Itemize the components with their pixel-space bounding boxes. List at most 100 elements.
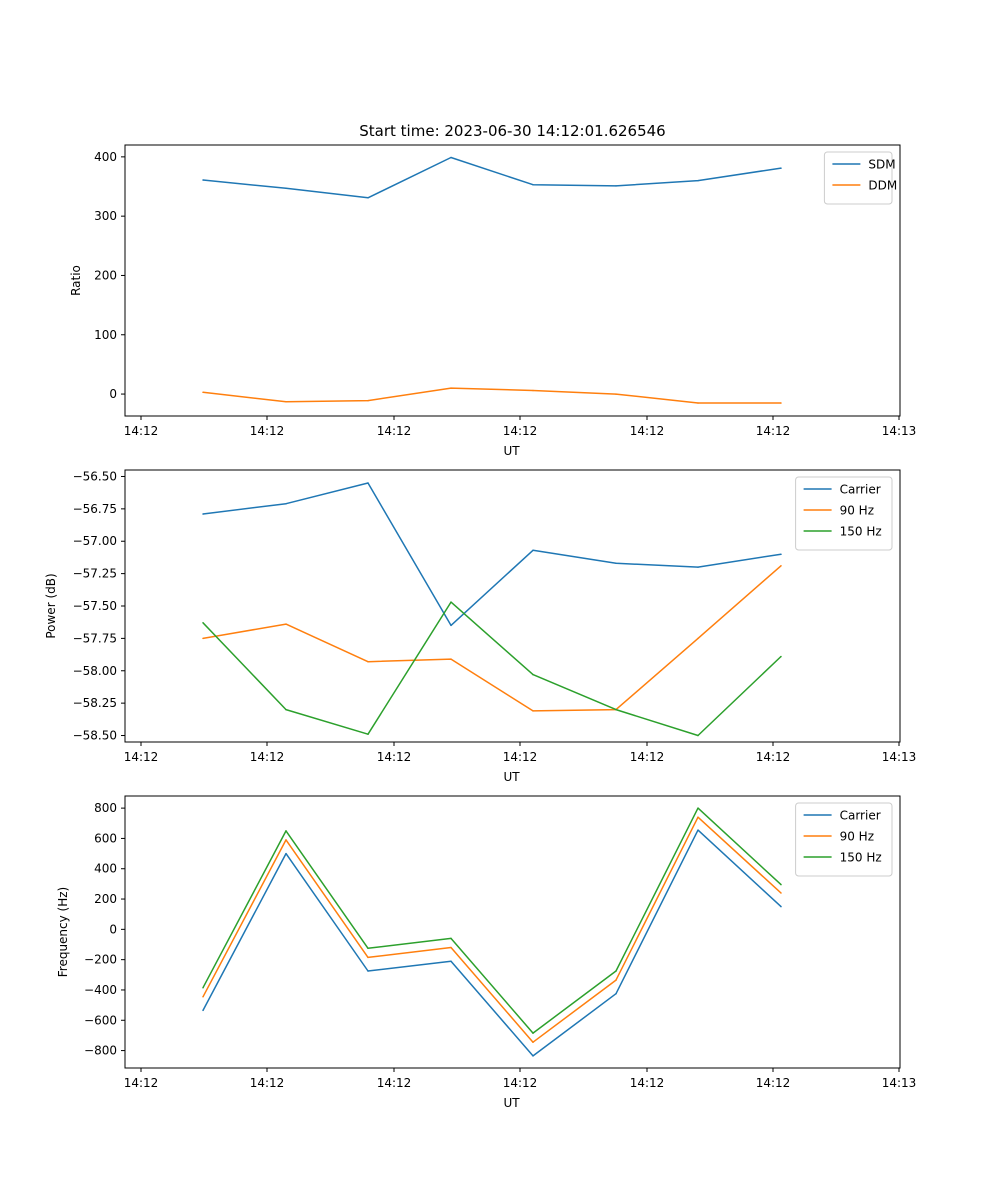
y-axis-label: Power (dB) <box>44 573 58 638</box>
series-line <box>202 816 782 1043</box>
series-carrier <box>202 482 782 627</box>
data-point <box>367 197 369 199</box>
series-90-hz <box>202 565 782 712</box>
legend-label: Carrier <box>840 483 881 497</box>
x-tick-label: 14:12 <box>756 1076 791 1090</box>
data-point <box>780 905 782 908</box>
x-tick-label: 14:13 <box>882 750 917 764</box>
x-tick-label: 14:12 <box>124 1076 159 1090</box>
series-line <box>202 601 782 737</box>
data-point <box>697 402 699 404</box>
data-point <box>450 624 452 627</box>
data-point <box>780 655 782 658</box>
y-tick-label: −600 <box>84 1013 117 1027</box>
axes-frame <box>124 469 901 743</box>
data-point <box>780 883 782 886</box>
data-point <box>285 852 287 855</box>
y-axis-label: Ratio <box>69 265 83 296</box>
y-tick-label: −57.00 <box>73 534 117 548</box>
axes-frame <box>124 795 901 1069</box>
legend-label: Carrier <box>840 809 881 823</box>
data-point <box>697 637 699 640</box>
series-ddm <box>202 387 782 404</box>
x-tick-label: 14:13 <box>882 424 917 438</box>
data-point <box>532 710 534 712</box>
data-point <box>285 839 287 841</box>
data-point <box>532 673 534 676</box>
x-tick-label: 14:12 <box>756 750 791 764</box>
y-tick-label: 300 <box>94 209 117 223</box>
data-point <box>450 156 452 159</box>
data-point <box>285 830 287 832</box>
data-point <box>532 1041 534 1043</box>
data-point <box>450 960 452 962</box>
x-axis-label: UT <box>503 444 520 458</box>
data-point <box>697 566 699 568</box>
legend-label: 150 Hz <box>840 851 882 865</box>
y-tick-label: 200 <box>94 892 117 906</box>
data-point <box>202 1009 204 1012</box>
data-point <box>367 399 369 402</box>
legend: SDM DDM <box>823 151 897 205</box>
x-tick-label: 14:12 <box>124 424 159 438</box>
data-point <box>202 637 204 640</box>
data-point <box>780 167 782 169</box>
y-tick-label: −800 <box>84 1044 117 1058</box>
data-point <box>285 187 287 190</box>
x-axis-label: UT <box>503 1096 520 1110</box>
x-axis-label: UT <box>503 770 520 784</box>
legend-label: SDM <box>868 158 895 172</box>
data-point <box>697 179 699 182</box>
series-carrier <box>202 829 782 1057</box>
data-point <box>532 1055 534 1057</box>
y-tick-label: −56.75 <box>73 502 117 516</box>
data-point <box>615 562 617 565</box>
y-tick-label: −58.00 <box>73 664 117 678</box>
series-150-hz <box>202 601 782 737</box>
data-point <box>202 996 204 998</box>
y-tick-label: 400 <box>94 862 117 876</box>
data-point <box>285 623 287 625</box>
y-tick-label: −400 <box>84 983 117 997</box>
x-tick-label: 14:13 <box>882 1076 917 1090</box>
data-point <box>780 892 782 894</box>
chart-title: Start time: 2023-06-30 14:12:01.626546 <box>359 122 665 140</box>
x-tick-label: 14:12 <box>250 1076 285 1090</box>
legend-label: 90 Hz <box>840 504 874 518</box>
x-tick-label: 14:12 <box>503 424 538 438</box>
data-point <box>615 708 617 711</box>
data-point <box>615 185 617 187</box>
data-point <box>367 482 369 484</box>
series-line <box>202 482 782 627</box>
legend-label: 90 Hz <box>840 830 874 844</box>
y-axis-label: Frequency (Hz) <box>56 887 70 978</box>
axes-frame <box>124 144 901 417</box>
data-point <box>202 513 204 515</box>
data-point <box>450 658 452 660</box>
x-tick-label: 14:12 <box>630 424 665 438</box>
x-tick-label: 14:12 <box>756 424 791 438</box>
y-tick-label: −56.50 <box>73 469 117 483</box>
x-tick-label: 14:12 <box>377 1076 412 1090</box>
data-point <box>532 549 534 552</box>
y-tick-label: −57.25 <box>73 567 117 581</box>
y-tick-label: 100 <box>94 328 117 342</box>
x-tick-label: 14:12 <box>377 750 412 764</box>
data-point <box>202 622 204 624</box>
data-point <box>367 970 369 972</box>
legend-label: 150 Hz <box>840 525 882 539</box>
data-point <box>615 979 617 981</box>
data-point <box>450 946 452 949</box>
x-tick-label: 14:12 <box>250 424 285 438</box>
data-point <box>615 970 617 972</box>
data-point <box>532 183 534 186</box>
data-point <box>780 402 782 404</box>
y-tick-label: −57.50 <box>73 599 117 613</box>
data-point <box>450 937 452 940</box>
y-tick-label: −200 <box>84 953 117 967</box>
data-point <box>202 391 204 394</box>
legend-label: DDM <box>868 179 897 193</box>
y-tick-label: 800 <box>94 801 117 815</box>
data-point <box>367 947 369 950</box>
